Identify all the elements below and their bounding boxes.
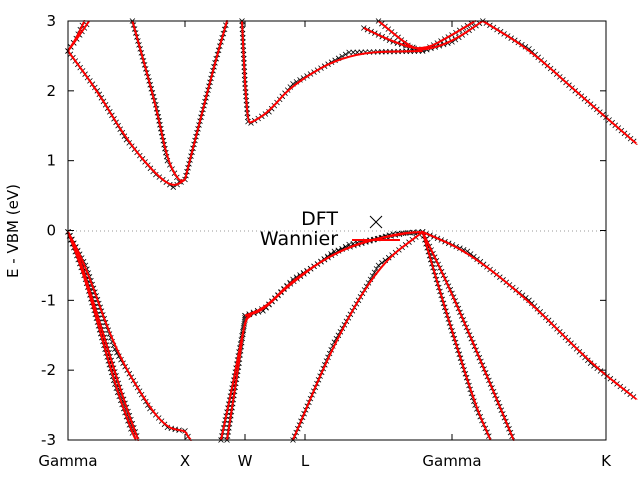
wannier-band-line bbox=[184, 19, 228, 180]
y-tick-label: -1 bbox=[41, 291, 56, 309]
wannier-band-line bbox=[67, 19, 86, 52]
wannier-band-line bbox=[67, 50, 187, 186]
wannier-band-line bbox=[67, 231, 140, 442]
dft-point bbox=[350, 49, 356, 56]
wannier-band-line bbox=[292, 231, 424, 441]
wannier-band-line bbox=[131, 20, 187, 182]
dft-point bbox=[587, 360, 594, 366]
dft-markers bbox=[65, 18, 637, 443]
y-tick-label: 0 bbox=[46, 222, 56, 240]
y-tick-label: 3 bbox=[46, 12, 56, 30]
wannier-band-line bbox=[422, 230, 638, 401]
dft-point bbox=[385, 254, 392, 261]
wannier-band-line bbox=[421, 231, 515, 442]
legend-label-wannier: Wannier bbox=[260, 228, 338, 250]
x-tick-label: L bbox=[301, 452, 310, 470]
y-tick-label: -2 bbox=[41, 361, 56, 379]
wannier-band-line bbox=[226, 314, 252, 441]
x-tick-label: Gamma bbox=[38, 452, 97, 470]
y-tick-label: 2 bbox=[46, 82, 56, 100]
y-tick-label: -3 bbox=[41, 431, 56, 449]
x-tick-label: Gamma bbox=[422, 452, 481, 470]
wannier-band-lines bbox=[67, 19, 638, 442]
wannier-band-line bbox=[244, 230, 424, 317]
x-axis-ticks: Gamma X W L Gamma K bbox=[38, 21, 612, 470]
dft-point bbox=[342, 51, 349, 58]
dft-point bbox=[346, 49, 352, 56]
legend-label-dft: DFT bbox=[301, 208, 338, 230]
dft-point bbox=[375, 262, 382, 269]
wannier-band-line bbox=[482, 20, 638, 145]
legend-marker-dft bbox=[369, 215, 383, 229]
wannier-band-line bbox=[67, 231, 137, 441]
y-axis-label: E - VBM (eV) bbox=[4, 184, 22, 278]
wannier-band-line bbox=[421, 231, 492, 441]
x-tick-label: K bbox=[601, 452, 612, 470]
wannier-band-line bbox=[67, 231, 192, 442]
y-tick-label: 1 bbox=[46, 152, 56, 170]
x-tick-label: X bbox=[180, 452, 190, 470]
x-tick-label: W bbox=[238, 452, 253, 470]
wannier-band-line bbox=[241, 20, 423, 124]
wannier-band-line bbox=[377, 20, 484, 51]
y-axis-ticks: -3 -2 -1 0 1 2 3 bbox=[41, 12, 606, 449]
wannier-band-line bbox=[363, 20, 477, 50]
legend: DFT Wannier bbox=[260, 208, 400, 250]
